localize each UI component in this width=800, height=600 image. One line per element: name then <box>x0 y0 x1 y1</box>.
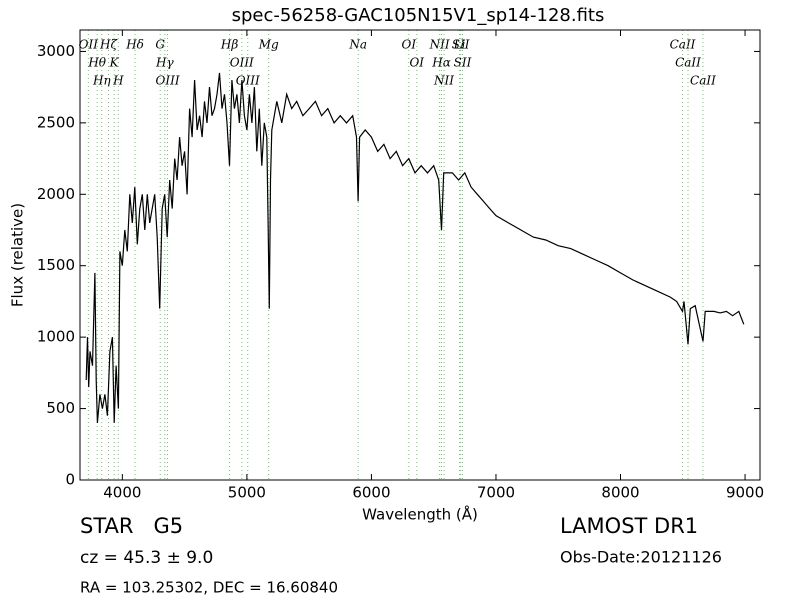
spectral-line-label: CaII <box>690 74 716 88</box>
survey: LAMOST DR1 <box>560 514 698 538</box>
spectral-line-label: Hα <box>431 56 451 70</box>
spectral-line-label: Li <box>453 38 466 52</box>
y-tick-label: 0 <box>65 471 75 489</box>
spectral-line-label: Hγ <box>155 56 174 70</box>
redshift: cz = 45.3 ± 9.0 <box>80 548 213 568</box>
x-tick-label: 4000 <box>103 484 141 502</box>
spectral-line-label: OI <box>402 38 417 52</box>
x-tick-label: 5000 <box>228 484 266 502</box>
plot-frame <box>79 29 761 481</box>
spectral-line-label: Hζ <box>99 38 118 52</box>
x-tick-label: 6000 <box>352 484 390 502</box>
spectral-line-label: OI <box>409 56 424 70</box>
x-tick-label: 7000 <box>477 484 515 502</box>
y-tick-label: 1000 <box>37 328 75 346</box>
x-tick-label: 8000 <box>601 484 639 502</box>
spectral-line-label: OIII <box>230 56 254 70</box>
spectral-line-label: SII <box>454 56 472 70</box>
spectral-line-label: Mg <box>258 38 279 52</box>
spectral-line-label: Hδ <box>125 38 144 52</box>
y-tick-label: 2500 <box>37 113 75 131</box>
spectral-line-label: Na <box>348 38 367 52</box>
y-tick-label: 1500 <box>37 256 75 274</box>
y-tick-label: 3000 <box>37 42 75 60</box>
spectral-line-label: CaII <box>675 56 701 70</box>
y-axis-label: Flux (relative) <box>9 203 27 307</box>
spectral-line-label: Hθ <box>87 56 106 70</box>
spectral-line-label: H <box>112 74 124 88</box>
chart-title: spec-56258-GAC105N15V1_sp14-128.fits <box>232 5 605 26</box>
spectral-line-label: OIII <box>236 74 260 88</box>
spectral-line-label: CaII <box>670 38 696 52</box>
spectral-line-label: OIII <box>156 74 180 88</box>
x-axis-label: Wavelength (Å) <box>362 505 478 524</box>
spectral-line-label: SII <box>452 38 470 52</box>
spectral-line-label: Hη <box>92 74 111 88</box>
spectral-line-label: NII <box>433 74 454 88</box>
spectral-line-label: NII <box>429 38 450 52</box>
spectral-line-label: OII <box>79 38 99 52</box>
y-tick-label: 2000 <box>37 185 75 203</box>
spectral-line-label: Hβ <box>220 38 238 52</box>
x-tick-label: 9000 <box>726 484 764 502</box>
obs-date: Obs-Date:20121126 <box>560 548 722 567</box>
y-tick-label: 500 <box>46 399 75 417</box>
spectral-line-label: G <box>155 38 165 52</box>
spectral-line-label: K <box>109 56 120 70</box>
spectrum-line <box>85 72 745 423</box>
object-class: STAR G5 <box>80 514 183 538</box>
coordinates: RA = 103.25302, DEC = 16.60840 <box>80 579 338 597</box>
